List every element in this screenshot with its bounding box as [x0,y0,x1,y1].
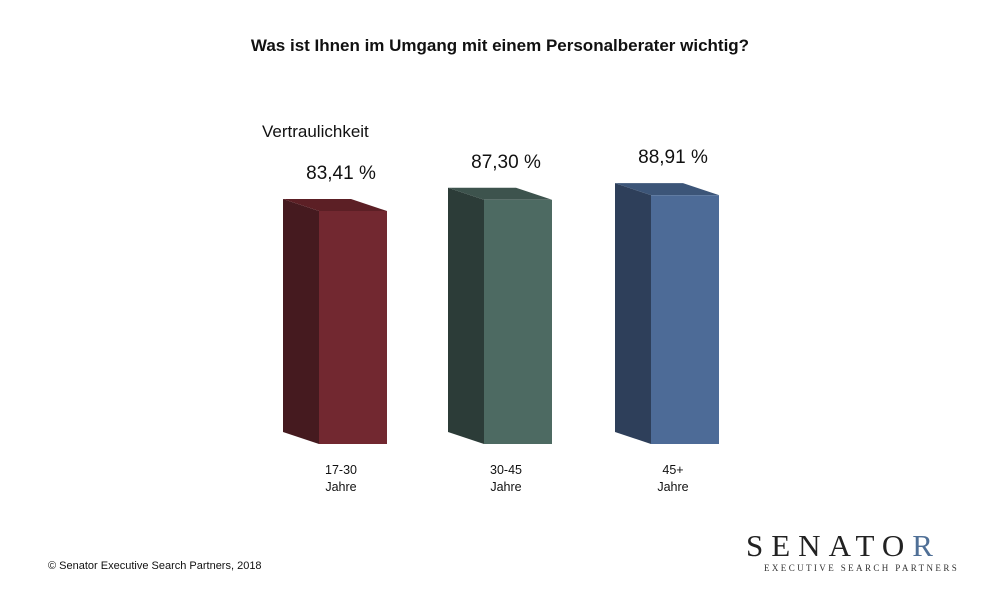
category-label-0-0: 17-30 [325,463,357,477]
category-label-2-1: Jahre [657,480,688,494]
bar-side-1 [448,187,484,444]
bar-side-0 [283,199,319,444]
bar-front-1 [484,199,552,444]
chart-subtitle: Vertraulichkeit [262,122,369,141]
value-label-0: 83,41 % [306,163,376,184]
category-label-0-1: Jahre [325,480,356,494]
logo-main-text: SENATO [746,528,913,563]
category-label-1-1: Jahre [490,480,521,494]
logo-accent-letter: R [912,528,941,563]
bar-top-1 [448,187,552,200]
bar-top-2 [615,183,719,196]
bar-front-0 [319,211,387,444]
value-label-1: 87,30 % [471,152,541,173]
chart-title: Was ist Ihnen im Umgang mit einem Person… [250,36,750,55]
value-label-2: 88,91 % [638,147,708,168]
category-label-1-0: 30-45 [490,463,522,477]
bar-top-0 [283,199,387,211]
bar-front-2 [651,195,719,444]
category-label-2-0: 45+ [662,463,683,477]
bar-side-2 [615,183,651,444]
copyright-text: © Senator Executive Search Partners, 201… [48,560,262,572]
logo-tagline: EXECUTIVE SEARCH PARTNERS [764,563,960,573]
senator-logo: SENATOR [746,528,941,564]
